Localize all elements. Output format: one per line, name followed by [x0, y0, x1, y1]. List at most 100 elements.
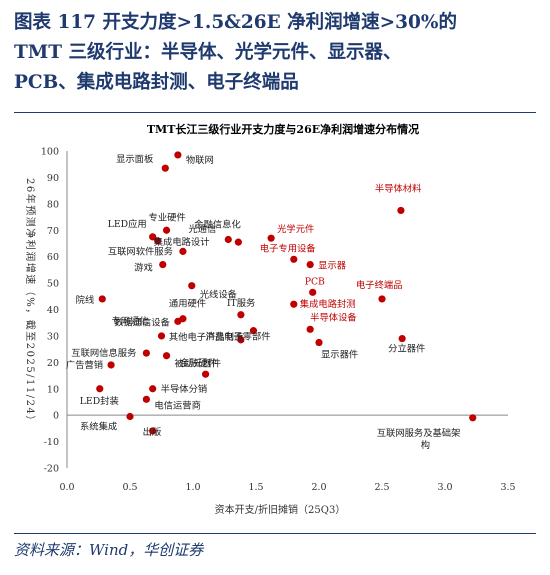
point-label: 显示面板: [116, 153, 153, 165]
scatter-point: [234, 238, 242, 246]
source-note: 资料来源：Wind，华创证券: [14, 541, 204, 559]
scatter-point: [306, 260, 314, 269]
point-label: 专业硬件: [149, 211, 186, 223]
scatter-point: [107, 361, 115, 369]
scatter-point: [157, 332, 166, 340]
scatter-point: [237, 336, 245, 344]
scatter-point: [306, 325, 314, 333]
point-label: 电信运营商: [154, 399, 201, 411]
point-label: 半导体设备: [310, 311, 357, 323]
scatter-point: [202, 370, 210, 378]
x-tick-label: 3.5: [500, 482, 515, 493]
x-tick-label: 2.0: [311, 482, 326, 493]
scatter-point: [174, 317, 182, 325]
point-label: LED应用: [108, 218, 147, 230]
scatter-point: [162, 352, 171, 360]
scatter-point: [398, 334, 406, 343]
point-label: 半导体分销: [161, 383, 208, 395]
point-label: 数据通信设备: [114, 316, 170, 328]
point-label: 院线: [76, 294, 95, 306]
scatter-point: [126, 412, 134, 421]
scatter-point: [237, 311, 245, 319]
scatter-point: [161, 164, 169, 172]
y-tick-label: 100: [41, 147, 59, 158]
scatter-point: [469, 414, 477, 422]
point-label: 光线设备: [200, 289, 238, 301]
point-label: 电子专用设备: [260, 242, 316, 254]
heading-line-2: TMT 三级行业：半导体、光学元件、显示器、: [14, 42, 402, 63]
x-tick-label: 0.0: [59, 482, 74, 493]
point-label: 出版: [143, 426, 162, 438]
scatter-point: [162, 226, 171, 234]
x-tick-label: 0.5: [122, 482, 137, 493]
scatter-point: [309, 288, 317, 296]
y-tick-label: -20: [44, 464, 59, 475]
y-tick-label: 60: [47, 252, 59, 263]
scatter-point: [179, 247, 187, 255]
point-label: 显示器件: [321, 349, 358, 361]
point-label: 互联网服务及基础架构: [377, 427, 461, 451]
scatter-point: [174, 151, 182, 159]
y-tick-label: 40: [47, 305, 59, 316]
point-label: 物联网: [186, 154, 214, 166]
y-tick-label: -10: [44, 437, 59, 448]
scatter-point: [96, 385, 104, 393]
point-label: 其他电子产品制造: [169, 331, 244, 343]
x-tick-label: 1.5: [248, 482, 263, 493]
scatter-point: [154, 237, 162, 245]
x-tick-label: 1.0: [185, 482, 200, 493]
heading-line-1: 图表 117 开支力度>1.5&26E 净利润增速>30%的: [14, 12, 457, 33]
point-label: 集成电路封测: [300, 298, 356, 310]
point-label: 通用硬件: [169, 298, 206, 310]
x-tick-label: 3.0: [437, 482, 452, 493]
scatter-point: [149, 427, 157, 435]
scatter-point: [315, 338, 323, 347]
scatter-point: [98, 295, 106, 303]
point-label: PCB: [305, 276, 325, 287]
point-label: IT服务: [227, 297, 255, 309]
scatter-point: [142, 395, 150, 403]
point-label: 金融信息化: [194, 218, 241, 230]
scatter-point: [188, 282, 196, 290]
y-tick-label: 50: [47, 279, 59, 290]
y-tick-label: 20: [47, 358, 59, 369]
y-tick-label: 80: [47, 199, 59, 210]
scatter-point: [249, 327, 258, 335]
scatter-point: [224, 235, 232, 244]
scatter-point: [149, 233, 157, 241]
point-label: 金融硬件: [180, 357, 217, 369]
point-label: 系统集成: [80, 420, 117, 432]
figure-heading: 图表 117 开支力度>1.5&26E 净利润增速>30%的 TMT 三级行业：…: [14, 8, 539, 98]
y-tick-label: 70: [47, 226, 59, 237]
point-label: 显示器: [318, 261, 347, 272]
point-label: 消费电子零部件: [205, 331, 270, 343]
point-label: LED封装: [80, 395, 119, 407]
y-tick-label: 90: [47, 173, 59, 184]
scatter-point: [397, 206, 405, 215]
point-label: 互联网信息服务: [71, 347, 136, 359]
scatter-point: [142, 349, 150, 357]
bottom-rule: [14, 533, 536, 534]
scatter-point: [290, 255, 298, 263]
x-axis-label: 资本开支/折旧摊销（25Q3）: [215, 503, 346, 516]
y-tick-label: 10: [47, 384, 59, 395]
point-label: 互联网软件服务: [108, 245, 173, 257]
scatter-point: [267, 234, 275, 242]
point-label: 电子终端品: [356, 279, 403, 291]
y-axis-label: 26年预测净利润增速（%，截至2025/11/24）: [24, 178, 37, 427]
point-label: 光通信: [188, 223, 216, 235]
x-tick-label: 2.5: [374, 482, 389, 493]
point-label: 光学元件: [277, 223, 314, 235]
top-rule: [14, 112, 536, 113]
point-label: 被动元器件: [175, 358, 222, 370]
y-tick-label: 30: [47, 331, 59, 342]
x-tick-labels: 0.0 0.5 1.0 1.5 2.0 2.5 3.0 3.5: [59, 482, 515, 493]
point-label: 半导体材料: [375, 182, 422, 194]
y-tick-labels: -20 -10 0 10 20 30 40 50 60 70 80 90 100: [41, 147, 59, 475]
chart-title: TMT长江三级行业开支力度与26E净利润增速分布情况: [147, 122, 419, 136]
point-label: 游戏: [134, 262, 153, 274]
scatter-point: [149, 385, 157, 393]
point-label: 分立器件: [388, 343, 425, 355]
